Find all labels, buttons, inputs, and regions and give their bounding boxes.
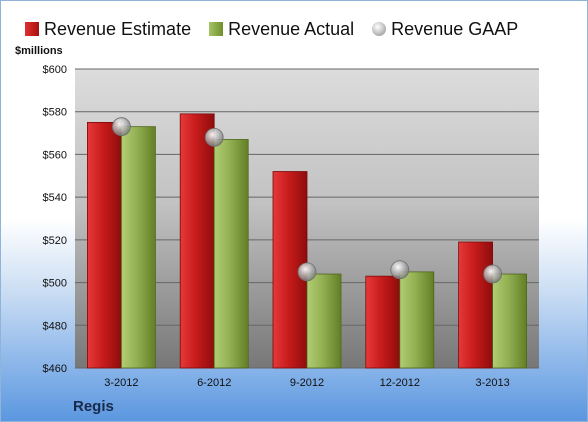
y-axis-unit-label: $millions (15, 45, 63, 57)
marker-revenue-gaap (297, 262, 317, 282)
legend-item-gaap: Revenue GAAP (372, 19, 518, 40)
legend-swatch-estimate (25, 22, 39, 36)
bar-revenue-actual (306, 273, 342, 369)
x-tick-label: 3-2013 (475, 377, 509, 389)
y-tick-label: $560 (43, 149, 67, 161)
y-tick-label: $600 (43, 64, 67, 76)
marker-revenue-gaap (204, 127, 224, 147)
bar-revenue-actual (213, 139, 249, 369)
x-tick-label: 6-2012 (197, 377, 231, 389)
bar-revenue-actual (121, 126, 156, 369)
marker-revenue-gaap (390, 260, 410, 280)
legend: Revenue Estimate Revenue Actual Revenue … (25, 17, 530, 41)
bar-revenue-estimate (87, 121, 122, 369)
y-tick-label: $540 (43, 192, 67, 204)
bar-revenue-actual (492, 273, 528, 369)
bars (87, 113, 528, 369)
legend-swatch-actual (209, 22, 224, 36)
y-tick-label: $500 (43, 278, 67, 290)
marker-revenue-gaap (112, 117, 131, 137)
y-tick-label: $460 (43, 363, 67, 375)
x-tick-label: 12-2012 (380, 377, 420, 389)
legend-label-estimate: Revenue Estimate (44, 18, 192, 39)
x-tick-label: 9-2012 (290, 377, 324, 389)
bar-revenue-estimate (365, 275, 401, 369)
y-tick-label: $520 (43, 235, 67, 247)
y-axis-ticks: $460 $480 $500 $520 $540 $560 $580 $600 (43, 64, 67, 375)
legend-item-actual: Revenue Actual (209, 19, 354, 40)
legend-item-estimate: Revenue Estimate (25, 19, 191, 40)
company-name: Regis (73, 398, 114, 415)
marker-revenue-gaap (483, 264, 503, 284)
y-tick-label: $580 (43, 107, 67, 119)
gaap-markers (112, 117, 503, 284)
x-axis-ticks: 3-2012 6-2012 9-2012 12-2012 3-2013 (104, 377, 509, 389)
legend-label-gaap: Revenue GAAP (391, 18, 519, 39)
legend-swatch-gaap (372, 22, 387, 36)
y-tick-label: $480 (43, 320, 67, 332)
bar-revenue-estimate (458, 241, 494, 369)
legend-label-actual: Revenue Actual (228, 18, 355, 39)
bar-revenue-estimate (179, 113, 215, 369)
bar-revenue-actual (399, 271, 435, 369)
x-tick-label: 3-2012 (104, 377, 138, 389)
